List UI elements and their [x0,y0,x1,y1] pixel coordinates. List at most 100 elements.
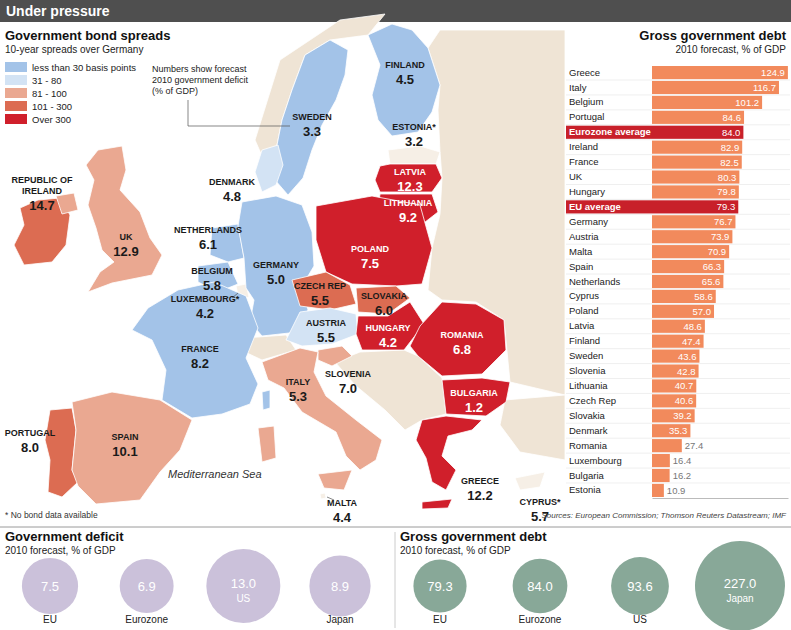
tick: Malta [569,246,593,257]
row-separator [566,214,790,215]
bar [652,454,670,467]
bubbles [22,549,371,623]
row-separator [566,288,790,289]
bar [652,409,695,422]
row-separator [566,482,790,483]
value-axis [653,498,789,499]
tick: Slovakia [569,410,606,421]
legend-label: less than 30 basis points [32,62,136,73]
bubble-labels: 7.5EU6.9Eurozone13.0US8.9Japan [41,576,354,625]
bubble [309,555,370,616]
data-label: 42.8 [677,366,696,377]
data-label: 70.9 [708,246,727,257]
sources: Sources: European Commission; Thomson Re… [541,511,787,520]
deficit-label: 12.9 [113,244,138,259]
bubble-name: EU [43,614,57,625]
deficit-label: 9.2 [399,210,417,225]
tick: Netherlands [569,276,620,287]
row-separator [566,393,790,394]
bar [652,170,739,183]
row-separator [566,363,790,364]
legend-label: 81 - 100 [32,88,67,99]
title: Under pressure [6,3,110,19]
data-label: 66.3 [703,261,722,272]
data-label: 16.4 [673,455,692,466]
country-name: FINLAND [385,60,425,70]
row-separator [566,333,790,334]
tick-label: Portugal [569,111,604,122]
bar [652,156,742,169]
tick-label: Malta [569,246,593,257]
row-separator [566,169,790,170]
bar [652,394,696,407]
tick: Slovenia [569,365,606,376]
data-label: 40.6 [675,395,694,406]
country-name: CZECH REP [294,281,346,291]
bubble-value: 79.3 [427,579,452,594]
row-separator [566,154,790,155]
axis-line [653,498,789,499]
tick: Belgium [569,96,603,107]
data-label: 116.7 [753,82,776,93]
country-name: ROMANIA [441,330,484,340]
row-separator [566,80,790,81]
deficit-label: 5.8 [203,278,221,293]
tick: Italy [569,82,587,93]
bar [652,81,779,94]
data-label: 40.7 [675,380,694,391]
bar [652,379,696,392]
country-name: CYPRUS* [519,497,561,507]
row-separator [566,438,790,439]
deficit-label: 7.0 [339,381,357,396]
row-highlights [566,126,652,214]
annotation: (% of GDP) [152,86,198,96]
deficit-label: 3.2 [405,134,423,149]
data-label: 79.3 [717,201,736,212]
data-label: 76.7 [714,216,733,227]
legend-label: Over 300 [32,114,71,125]
tick: Greece [569,67,600,78]
tick-label: Luxembourg [569,455,622,466]
bubble-value: 84.0 [527,579,552,594]
row-separator [566,199,790,200]
tick-label: Finland [569,335,600,346]
bar [652,335,704,348]
bubble-name: US [236,593,250,604]
deficit-label: 5.0 [267,272,285,287]
tick: Spain [569,261,593,272]
row-separator [566,124,790,125]
bubble-subtitle: 2010 forecast, % of GDP [400,545,511,556]
data-labels: 124.9116.7101.284.684.082.982.580.379.87… [667,67,785,496]
data-label: 47.4 [682,336,701,347]
country-name: BELGIUM [191,266,233,276]
row-separator [566,244,790,245]
tick: Finland [569,335,600,346]
country-name: BULGARIA [450,388,498,398]
map: Mediterranean SeaFINLAND4.5SWEDEN3.3ESTO… [5,14,565,525]
deficit-label: 8.0 [21,440,39,455]
row-highlight [566,126,652,139]
bar [652,141,742,154]
bubble [513,559,568,614]
tick-label: Belgium [569,96,603,107]
legend-swatch [5,88,27,98]
data-label: 124.9 [761,67,785,78]
bubble [413,559,466,612]
row-separator [566,423,790,424]
bar [652,290,716,303]
bubbles [413,541,785,630]
bar-title: Gross government debt [639,28,786,43]
country-name: LITHUANIA [384,198,433,208]
tick: EU average [569,201,621,212]
tick: Estonia [569,484,601,495]
data-label: 58.6 [694,291,713,302]
legend-label: 101 - 300 [32,101,72,112]
bubble [120,559,174,613]
data-label: 16.2 [673,470,692,481]
tick: Latvia [569,320,595,331]
deficit-label: 4.2 [196,306,214,321]
tick-label: Cyprus [569,290,599,301]
legend-swatch [5,75,27,85]
bubble-labels: 79.3EU84.0Eurozone93.6US227.0Japan [427,576,756,625]
country-name: MALTA [327,498,358,508]
